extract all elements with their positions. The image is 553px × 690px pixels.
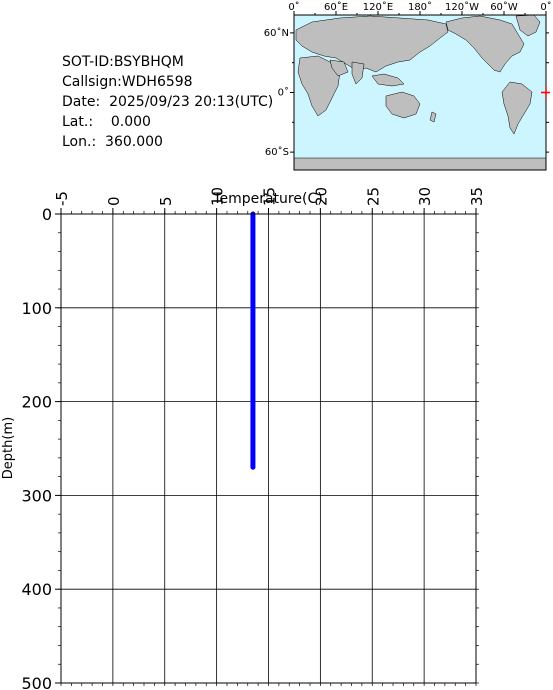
map-lon-label: 120˚E bbox=[363, 1, 393, 13]
map-lon-label: 60˚W bbox=[490, 1, 518, 13]
y-tick-label: 400 bbox=[21, 580, 52, 599]
date-text: Date: 2025/09/23 20:13(UTC) bbox=[62, 94, 274, 110]
x-tick-label: 15 bbox=[261, 187, 279, 206]
x-tick-label: 30 bbox=[416, 187, 434, 206]
map-ocean bbox=[294, 15, 546, 170]
sot-id-text: SOT-ID:BSYBHQM bbox=[62, 54, 184, 70]
y-tick-label: 100 bbox=[21, 299, 52, 318]
map-lat-label: 60˚N bbox=[264, 27, 289, 39]
x-tick-label: 25 bbox=[364, 187, 382, 206]
map-lon-label: 0˚ bbox=[540, 1, 551, 13]
map-lon-label: 120˚W bbox=[445, 1, 479, 13]
chart-ticks bbox=[55, 208, 479, 686]
map-frame bbox=[293, 14, 547, 171]
callsign-text: Callsign:WDH6598 bbox=[62, 74, 193, 90]
map-land bbox=[293, 14, 547, 171]
y-axis-label: Depth(m) bbox=[1, 417, 16, 479]
x-tick-label: 20 bbox=[312, 187, 330, 206]
x-tick-label: 35 bbox=[468, 187, 486, 206]
y-tick-label: 500 bbox=[21, 674, 52, 690]
y-tick-label: 0 bbox=[42, 205, 52, 224]
plot-frame bbox=[60, 213, 477, 684]
map-lon-label: 0˚ bbox=[288, 1, 299, 13]
longitude-text: Lon.: 360.000 bbox=[62, 134, 163, 150]
x-axis-label: Temperature(C) bbox=[212, 191, 322, 207]
map-ticks bbox=[290, 11, 549, 153]
map-lon-label: 60˚E bbox=[324, 1, 348, 13]
map-lon-label: 180˚ bbox=[408, 1, 432, 13]
map-lat-label: 0˚ bbox=[278, 87, 289, 99]
x-tick-label: 10 bbox=[209, 187, 227, 206]
x-tick-label: 0 bbox=[105, 196, 123, 206]
x-tick-label: 5 bbox=[157, 196, 175, 206]
y-tick-label: 200 bbox=[21, 393, 52, 412]
latitude-text: Lat.: 0.000 bbox=[62, 114, 151, 130]
chart-grid bbox=[60, 213, 477, 684]
y-tick-label: 300 bbox=[21, 486, 52, 505]
float-info-panel: SOT-ID:BSYBHQM Callsign:WDH6598 Date: 20… bbox=[62, 52, 273, 152]
x-tick-label: -5 bbox=[53, 191, 71, 206]
